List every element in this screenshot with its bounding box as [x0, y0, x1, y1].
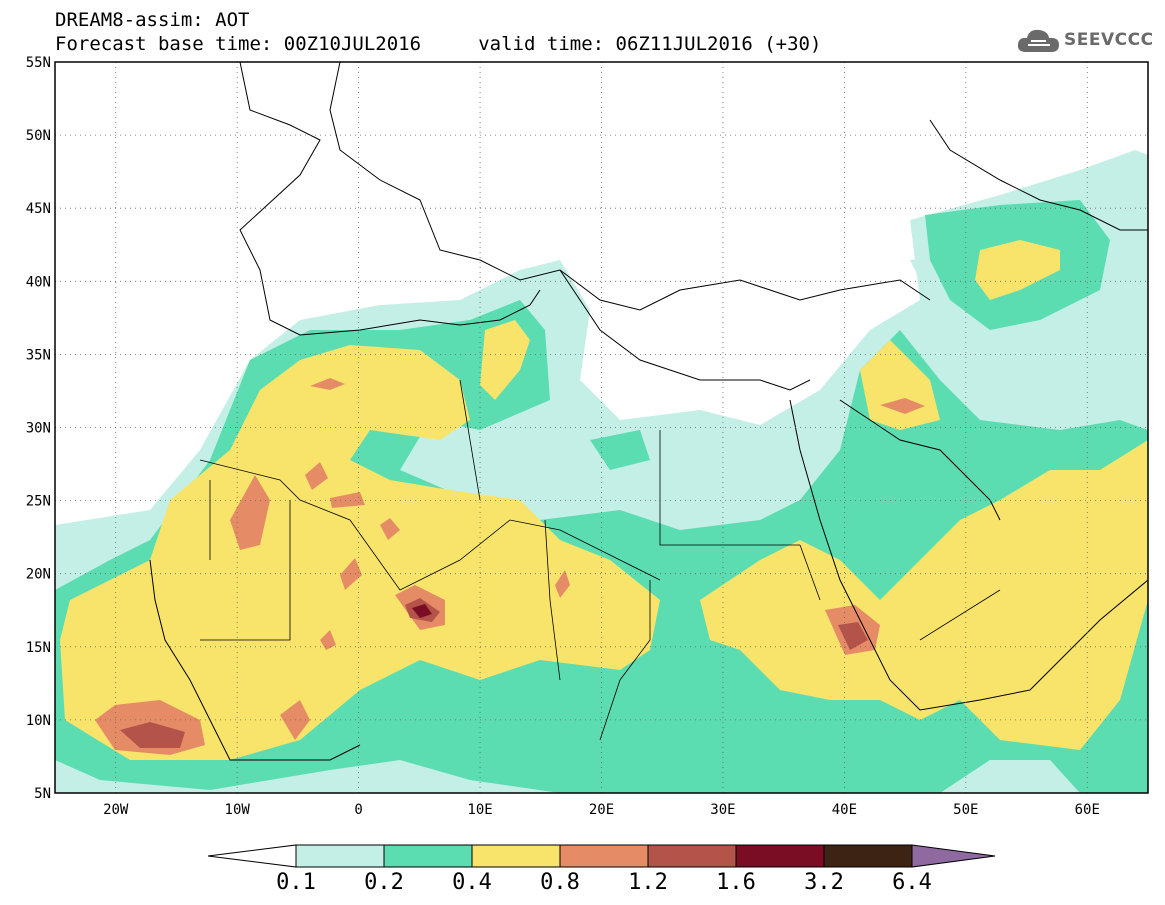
colorbar-label: 1.2 [628, 870, 668, 895]
colorbar-segment [559, 844, 649, 868]
colorbar-segment [295, 844, 385, 868]
lat-tick-label: 5N [34, 786, 51, 802]
logo-text: SEEVCCC [1064, 30, 1154, 50]
colorbar-label: 1.6 [716, 870, 756, 895]
colorbar [207, 844, 996, 868]
lon-tick-label: 10E [467, 802, 492, 818]
lat-tick-label: 15N [26, 640, 51, 656]
lat-tick-label: 30N [26, 421, 51, 437]
lon-tick-label: 50E [953, 802, 978, 818]
colorbar-over-arrow [911, 844, 996, 868]
lat-tick-label: 35N [26, 347, 51, 363]
colorbar-segment [735, 844, 825, 868]
latitude-labels: 55N 50N 45N 40N 35N 30N 25N 20N 15N 10N 5N [26, 55, 51, 802]
lat-tick-label: 25N [26, 494, 51, 510]
aot-contour-1.2 [120, 598, 868, 748]
lat-tick-label: 20N [26, 567, 51, 583]
longitude-labels: 20W 10W 0 10E 20E 30E 40E 50E 60E [103, 802, 1100, 818]
aot-field [55, 150, 1148, 793]
colorbar-label: 0.1 [276, 870, 316, 895]
lat-tick-label: 55N [26, 55, 51, 71]
cloud-icon [1017, 29, 1059, 52]
colorbar-label: 0.2 [364, 870, 404, 895]
colorbar-segment [823, 844, 913, 868]
lon-tick-label: 20E [589, 802, 614, 818]
map-frame [54, 61, 1149, 794]
colorbar-segment [383, 844, 473, 868]
aot-contour-1.6 [412, 604, 432, 618]
map-title: DREAM8-assim: AOT [55, 9, 250, 31]
colorbar-segment [471, 844, 561, 868]
lat-tick-label: 45N [26, 201, 51, 217]
country-borders [199, 379, 1001, 741]
lat-tick-label: 40N [26, 274, 51, 290]
lat-tick-label: 10N [26, 713, 51, 729]
lat-tick-label: 50N [26, 128, 51, 144]
colorbar-label: 0.4 [452, 870, 492, 895]
lon-tick-label: 40E [832, 802, 857, 818]
colorbar-label: 3.2 [804, 870, 844, 895]
forecast-time-label: Forecast base time: 00Z10JUL2016 valid t… [55, 33, 822, 55]
lon-tick-label: 0 [354, 802, 362, 818]
lon-tick-label: 60E [1075, 802, 1100, 818]
seevccc-logo: SEEVCCC [1016, 24, 1154, 58]
gridlines [55, 62, 1148, 793]
colorbar-under-arrow [207, 844, 297, 868]
lon-tick-label: 10W [225, 802, 251, 818]
colorbar-segment [647, 844, 737, 868]
colorbar-label: 0.8 [540, 870, 580, 895]
colorbar-label: 6.4 [892, 870, 932, 895]
lon-tick-label: 30E [710, 802, 735, 818]
lon-tick-label: 20W [103, 802, 129, 818]
